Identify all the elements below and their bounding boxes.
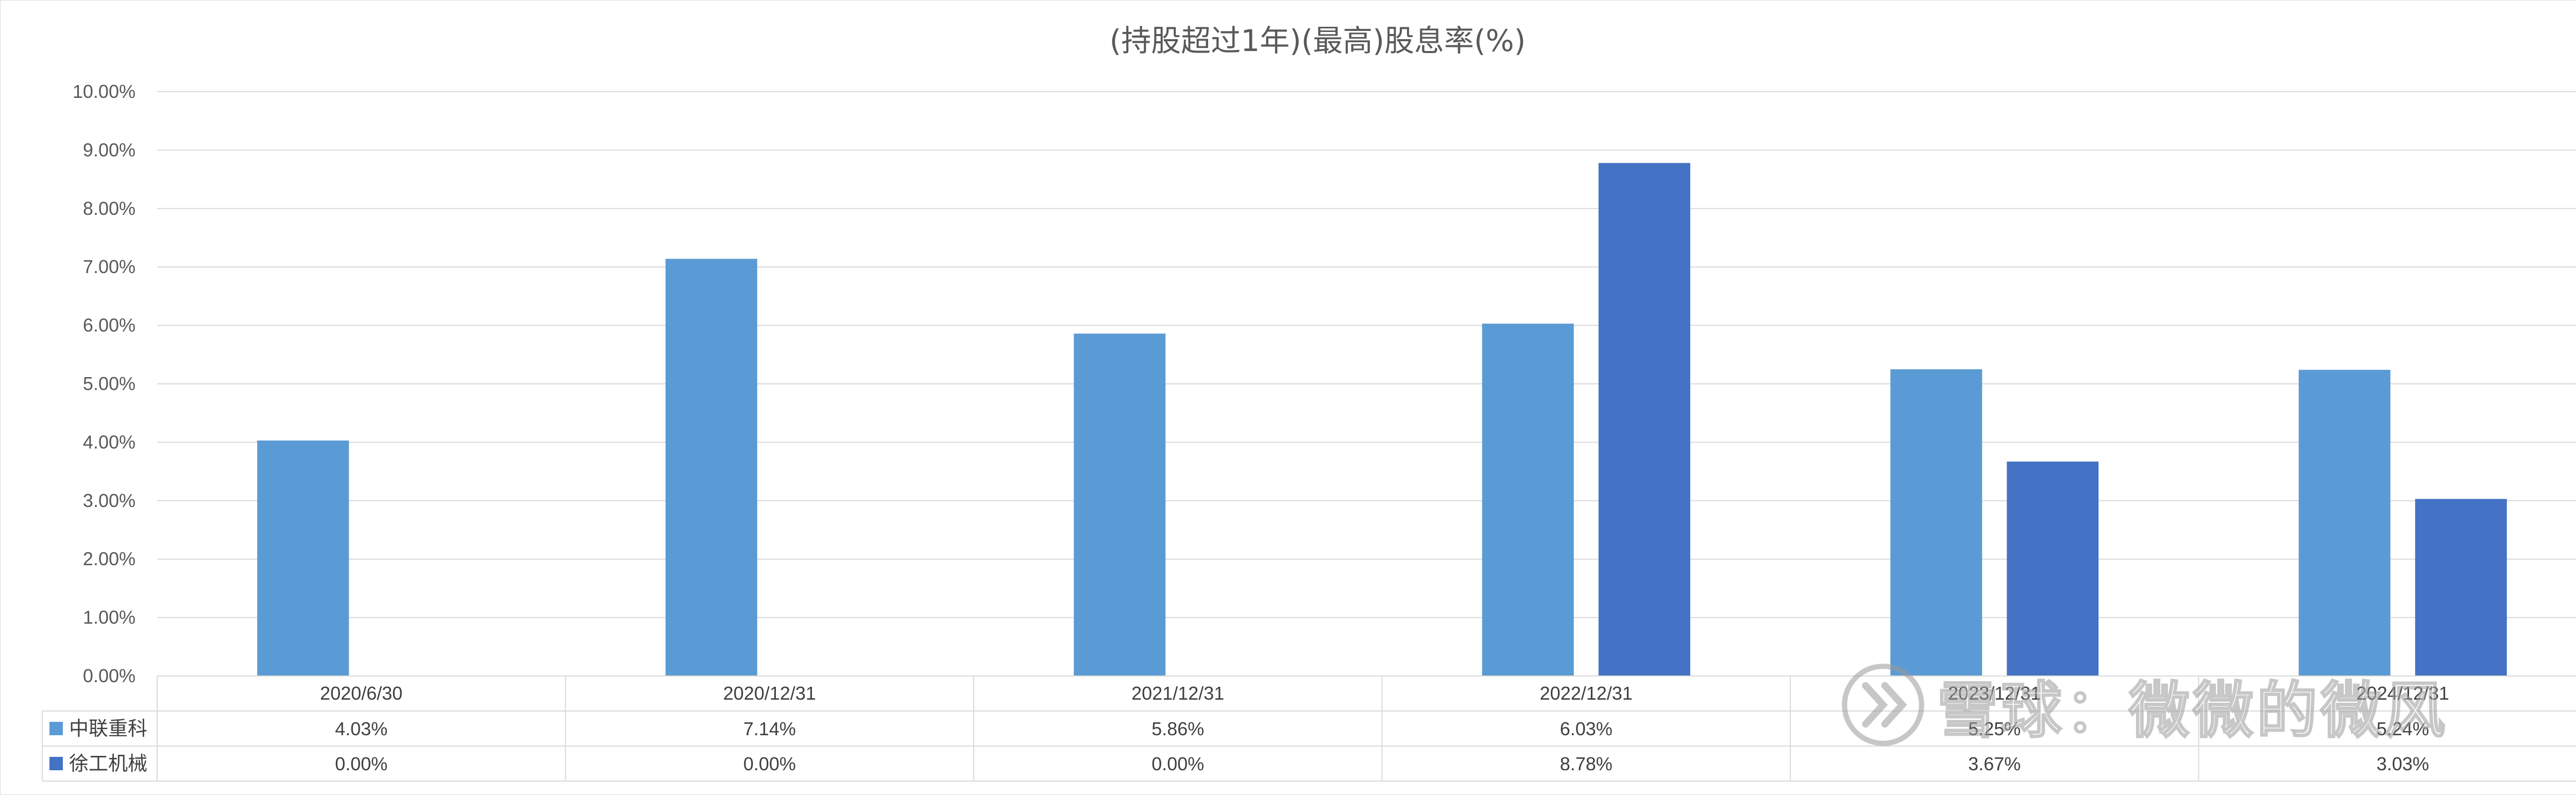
x-tick-label: 2020/12/31 <box>723 683 816 704</box>
y-tick-label: 8.00% <box>83 198 135 219</box>
data-label: 8.78% <box>1560 753 1613 774</box>
bar-series-1 <box>257 440 349 676</box>
y-tick-label: 9.00% <box>83 139 135 160</box>
data-label: 7.14% <box>743 718 796 739</box>
x-tick-label: 2021/12/31 <box>1131 683 1224 704</box>
snowball-logo-icon <box>1842 664 1924 746</box>
data-label: 4.03% <box>335 718 387 739</box>
x-tick-label: 2022/12/31 <box>1540 683 1633 704</box>
legend-key <box>49 757 63 770</box>
data-label: 3.67% <box>1968 753 2021 774</box>
data-label: 5.24% <box>2377 718 2429 739</box>
y-tick-label: 5.00% <box>83 373 135 394</box>
x-tick-label: 2023/12/31 <box>1948 683 2041 704</box>
y-tick-label: 3.00% <box>83 490 135 511</box>
y-tick-label: 2.00% <box>83 548 135 569</box>
y-tick-label: 1.00% <box>83 607 135 628</box>
data-label: 5.25% <box>1968 718 2021 739</box>
data-label: 0.00% <box>743 753 796 774</box>
bar-series-2 <box>2007 461 2099 676</box>
watermark: 雪球：微微的微风 <box>1839 653 2448 756</box>
bar-series-1 <box>1482 324 1574 676</box>
y-tick-label: 10.00% <box>73 81 135 102</box>
bar-series-1 <box>1074 333 1166 676</box>
chart-title: (持股超过1年)(最高)股息率(%) <box>1109 23 1526 58</box>
y-tick-label: 4.00% <box>83 431 135 452</box>
x-tick-label: 2024/12/31 <box>2357 683 2449 704</box>
legend-label: 中联重科 <box>69 717 147 740</box>
y-tick-label: 6.00% <box>83 315 135 336</box>
data-label: 0.00% <box>1151 753 1204 774</box>
data-label: 3.03% <box>2377 753 2429 774</box>
legend-key <box>49 722 63 735</box>
y-tick-label: 0.00% <box>83 665 135 686</box>
data-label: 0.00% <box>335 753 387 774</box>
bar-series-1 <box>2298 369 2391 676</box>
x-tick-label: 2020/6/30 <box>320 683 402 704</box>
bar-series-2 <box>2415 499 2507 676</box>
bar-series-2 <box>1598 163 1690 676</box>
data-label: 5.86% <box>1151 718 1204 739</box>
legend-label: 徐工机械 <box>69 752 147 775</box>
bar-series-1 <box>1890 369 1982 676</box>
data-label: 6.03% <box>1560 718 1613 739</box>
y-tick-label: 7.00% <box>83 256 135 277</box>
bar-series-1 <box>665 259 757 676</box>
watermark-text: 雪球：微微的微风 <box>1936 674 2449 747</box>
